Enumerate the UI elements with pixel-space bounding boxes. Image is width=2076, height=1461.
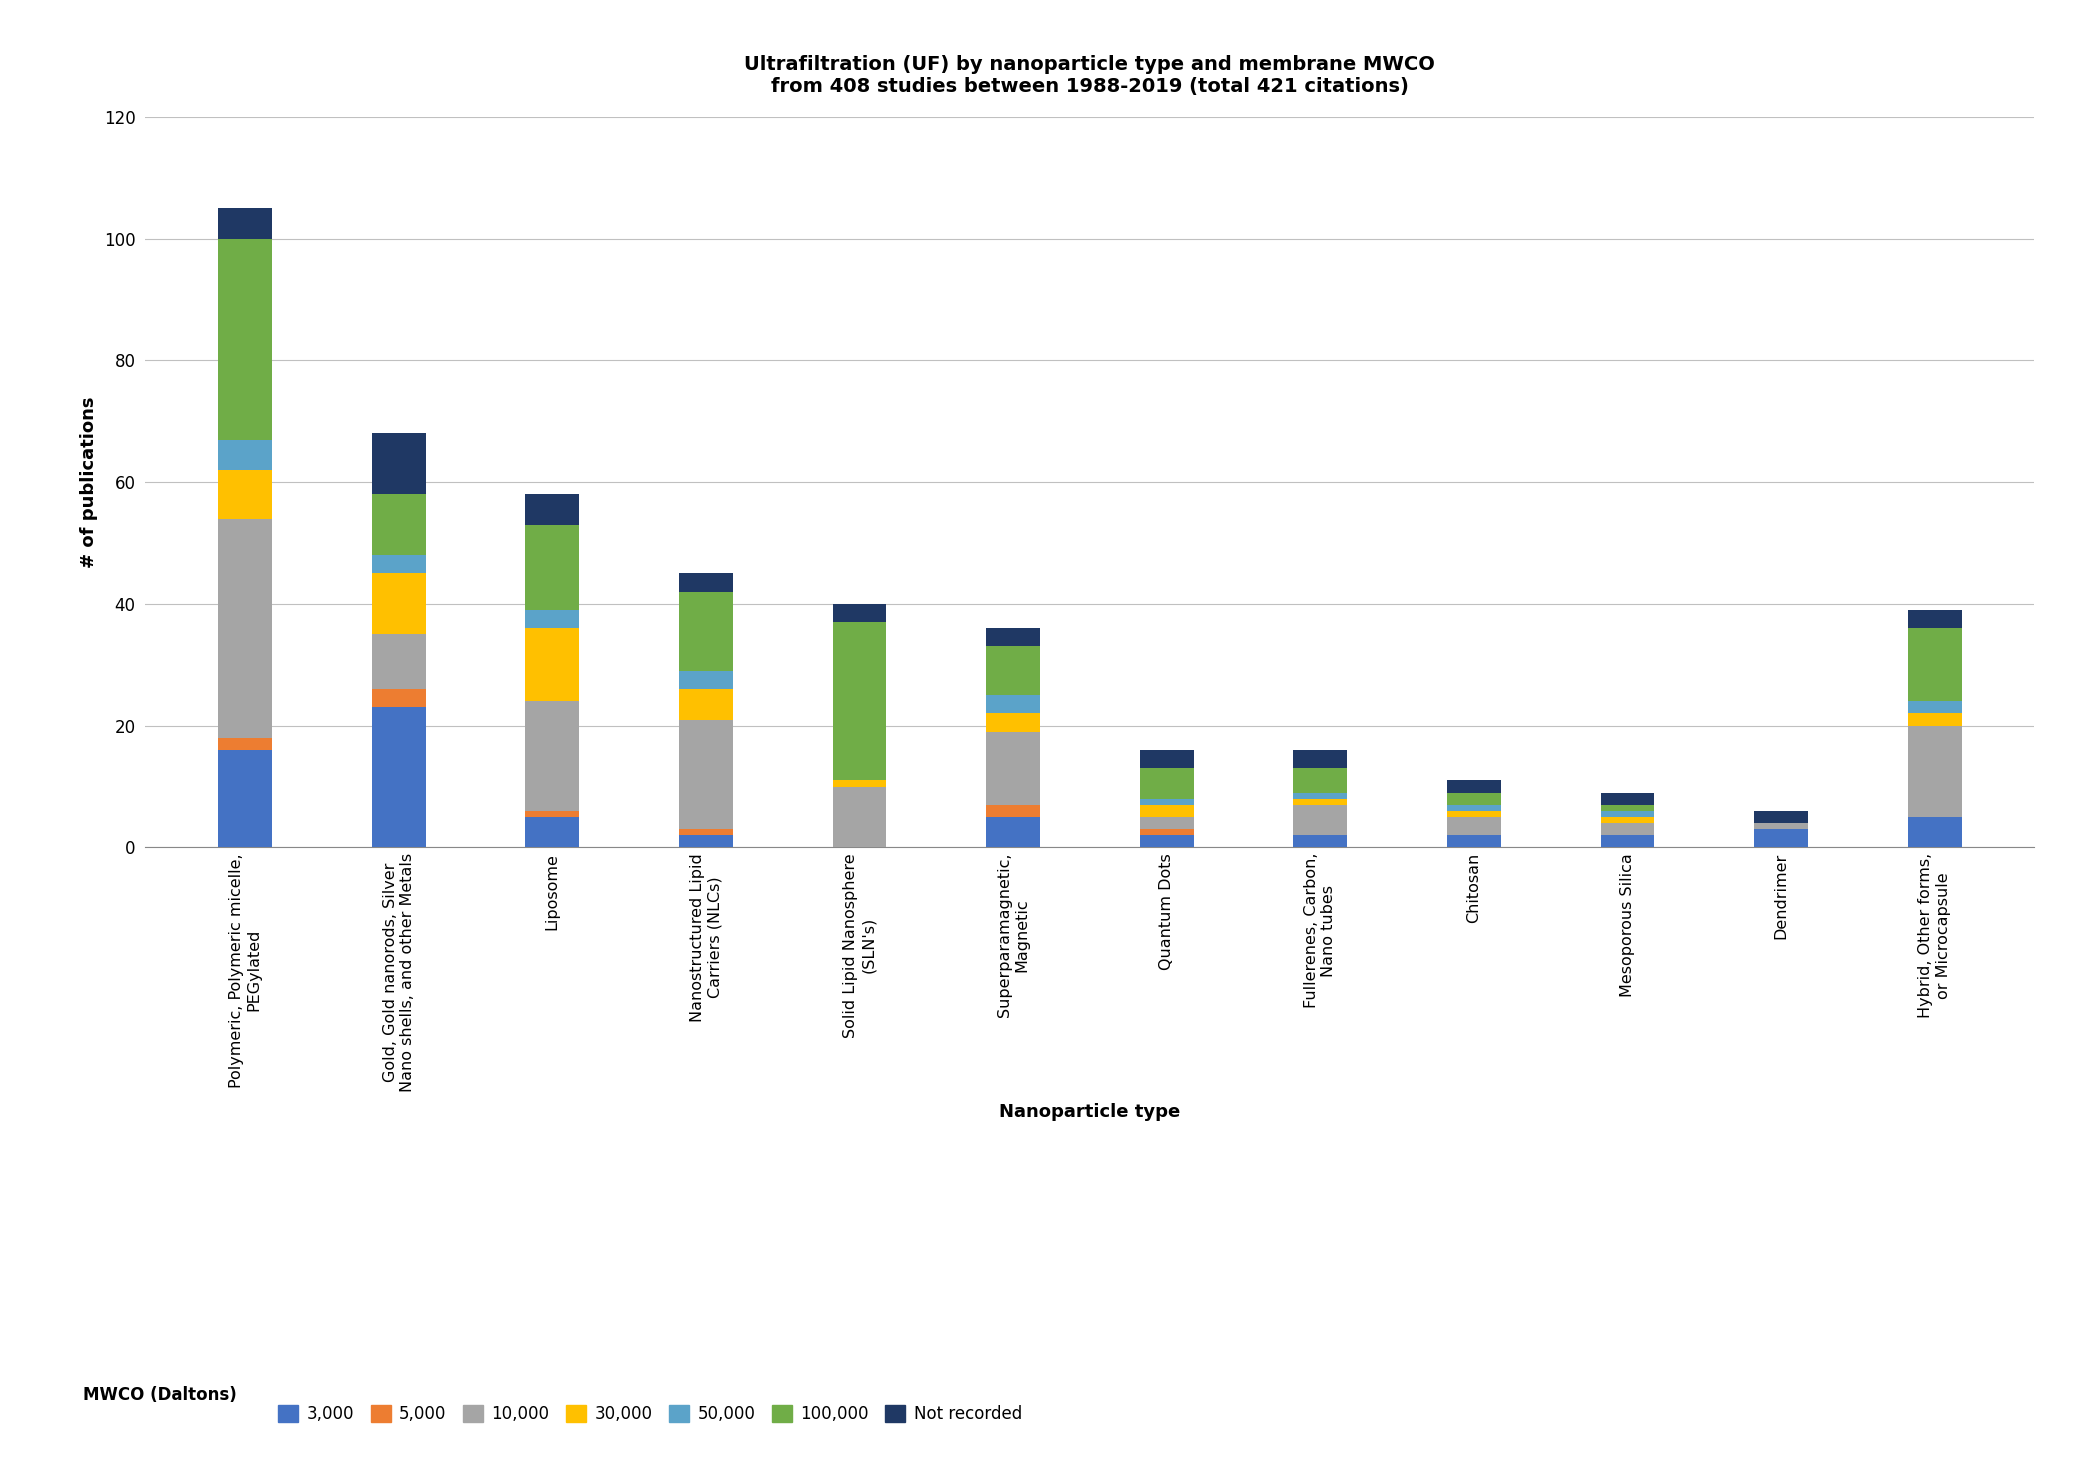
- Bar: [218, 207, 272, 238]
- Bar: [218, 470, 272, 519]
- Bar: [1908, 628, 1962, 701]
- Bar: [1908, 713, 1962, 726]
- Bar: [218, 238, 272, 440]
- Bar: [679, 573, 733, 592]
- Bar: [372, 555, 426, 573]
- Bar: [1908, 611, 1962, 628]
- Bar: [679, 592, 733, 671]
- Bar: [679, 830, 733, 836]
- Bar: [679, 836, 733, 847]
- Bar: [1601, 817, 1655, 823]
- Bar: [525, 701, 579, 811]
- Bar: [1140, 799, 1194, 805]
- Bar: [1601, 823, 1655, 836]
- Bar: [986, 646, 1040, 695]
- Bar: [1140, 830, 1194, 836]
- Bar: [986, 713, 1040, 732]
- Bar: [1140, 805, 1194, 817]
- Bar: [1293, 805, 1347, 836]
- Bar: [1293, 749, 1347, 768]
- Bar: [986, 732, 1040, 805]
- Bar: [832, 786, 886, 847]
- Bar: [1293, 799, 1347, 805]
- Bar: [832, 603, 886, 622]
- Bar: [1447, 836, 1501, 847]
- Bar: [1447, 817, 1501, 836]
- Bar: [1601, 805, 1655, 811]
- Text: MWCO (Daltons): MWCO (Daltons): [83, 1386, 237, 1404]
- Bar: [986, 695, 1040, 713]
- Bar: [1908, 817, 1962, 847]
- Bar: [986, 817, 1040, 847]
- Bar: [218, 519, 272, 738]
- Bar: [832, 622, 886, 780]
- Bar: [1140, 817, 1194, 828]
- Bar: [679, 671, 733, 690]
- Bar: [1447, 805, 1501, 811]
- Bar: [525, 494, 579, 524]
- Bar: [1908, 701, 1962, 713]
- Bar: [218, 440, 272, 470]
- Bar: [1754, 811, 1808, 823]
- Title: Ultrafiltration (UF) by nanoparticle type and membrane MWCO
from 408 studies bet: Ultrafiltration (UF) by nanoparticle typ…: [745, 56, 1435, 96]
- Bar: [1601, 792, 1655, 805]
- Bar: [1140, 836, 1194, 847]
- Bar: [372, 690, 426, 707]
- Bar: [372, 707, 426, 847]
- Bar: [525, 811, 579, 817]
- Bar: [1140, 749, 1194, 768]
- Bar: [525, 611, 579, 628]
- Bar: [1447, 811, 1501, 817]
- Legend: 3,000, 5,000, 10,000, 30,000, 50,000, 100,000, Not recorded: 3,000, 5,000, 10,000, 30,000, 50,000, 10…: [278, 1405, 1021, 1423]
- Bar: [1601, 811, 1655, 817]
- Bar: [1293, 768, 1347, 792]
- Bar: [1293, 836, 1347, 847]
- Bar: [218, 738, 272, 749]
- Bar: [372, 634, 426, 690]
- Y-axis label: # of publications: # of publications: [81, 396, 98, 568]
- Bar: [372, 573, 426, 634]
- Bar: [525, 628, 579, 701]
- Bar: [372, 494, 426, 555]
- Bar: [1447, 780, 1501, 792]
- Bar: [525, 524, 579, 611]
- Bar: [986, 805, 1040, 817]
- Bar: [1447, 792, 1501, 805]
- Bar: [218, 749, 272, 847]
- X-axis label: Nanoparticle type: Nanoparticle type: [999, 1103, 1181, 1121]
- Bar: [1908, 726, 1962, 817]
- Bar: [832, 780, 886, 786]
- Bar: [1293, 792, 1347, 799]
- Bar: [1754, 828, 1808, 847]
- Bar: [372, 434, 426, 494]
- Bar: [1754, 823, 1808, 828]
- Bar: [679, 719, 733, 828]
- Bar: [1601, 836, 1655, 847]
- Bar: [679, 690, 733, 720]
- Bar: [1140, 768, 1194, 799]
- Bar: [525, 817, 579, 847]
- Bar: [986, 628, 1040, 646]
